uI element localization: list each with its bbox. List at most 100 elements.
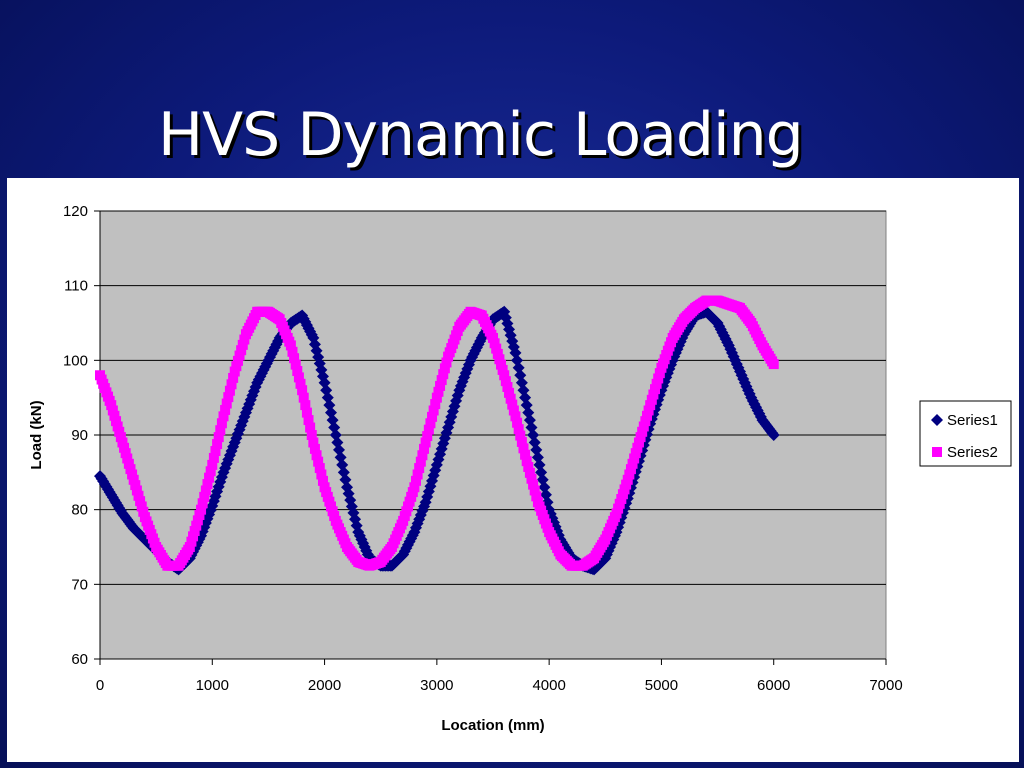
series-2-point bbox=[629, 453, 640, 464]
x-tick-label-2: 2000 bbox=[308, 677, 341, 694]
series-2-point bbox=[630, 448, 641, 459]
series-2-point bbox=[524, 467, 535, 478]
series-2-point bbox=[309, 443, 320, 454]
series-2-point bbox=[305, 422, 316, 433]
series-2-point bbox=[409, 482, 420, 493]
series-2-point bbox=[411, 475, 422, 486]
series-1-point bbox=[320, 384, 333, 397]
series-2-point bbox=[624, 469, 635, 480]
series-2-point bbox=[508, 405, 519, 416]
x-axis-title: Location (mm) bbox=[441, 717, 544, 734]
series-2-point bbox=[298, 392, 309, 403]
series-1-point bbox=[519, 391, 532, 404]
y-tick-label-5: 110 bbox=[64, 278, 88, 295]
series-1-point bbox=[442, 421, 455, 434]
series-2-point bbox=[633, 437, 644, 448]
series-2-point bbox=[528, 479, 539, 490]
series-2-point bbox=[223, 392, 234, 403]
series-2-point bbox=[216, 418, 227, 429]
series-2-point bbox=[635, 432, 646, 443]
series-2-point bbox=[111, 416, 122, 427]
series-2-point bbox=[109, 410, 120, 421]
series-2-point bbox=[122, 453, 133, 464]
series-2-point bbox=[435, 380, 446, 391]
series-2-point bbox=[184, 542, 195, 552]
series-2-point bbox=[433, 386, 444, 397]
series-2-point bbox=[212, 439, 223, 450]
series-2 bbox=[95, 295, 779, 571]
legend: Series1 Series2 bbox=[919, 400, 1012, 467]
y-tick-label-2: 80 bbox=[71, 502, 88, 519]
series-2-point bbox=[136, 501, 147, 512]
series-2-point bbox=[188, 531, 199, 542]
series-markers bbox=[94, 295, 780, 576]
series-2-point bbox=[204, 472, 215, 483]
series-2-point bbox=[131, 485, 142, 496]
series-2-point bbox=[239, 334, 250, 345]
series-2-point bbox=[119, 442, 130, 453]
series-2-point bbox=[314, 463, 325, 474]
series-2-point bbox=[637, 426, 648, 437]
series-2-point bbox=[491, 343, 502, 354]
series-2-point bbox=[496, 359, 507, 370]
legend-label-2: Series2 bbox=[947, 444, 998, 461]
series-2-point bbox=[641, 410, 652, 421]
series-2-point bbox=[622, 474, 633, 485]
x-tick-label-7: 7000 bbox=[869, 677, 902, 694]
series-2-point bbox=[489, 338, 500, 349]
series-2-point bbox=[191, 520, 202, 531]
series-2-point bbox=[502, 382, 513, 392]
series-2-point bbox=[625, 464, 636, 475]
series-2-point bbox=[513, 424, 524, 435]
y-tick-label-1: 70 bbox=[71, 576, 88, 593]
series-2-point bbox=[130, 480, 141, 491]
series-2-point bbox=[306, 430, 317, 440]
series-2-point bbox=[518, 443, 529, 454]
x-tick-label-4: 4000 bbox=[532, 677, 565, 694]
series-2-point bbox=[420, 437, 431, 448]
x-tick-label-0: 0 bbox=[96, 677, 104, 694]
series-2-point bbox=[114, 426, 125, 437]
series-2-point bbox=[123, 458, 134, 469]
series-2-point bbox=[317, 475, 328, 486]
series-2-point bbox=[521, 456, 532, 467]
series-2-point bbox=[189, 526, 200, 536]
series-1-point bbox=[501, 317, 514, 330]
series-2-point bbox=[632, 442, 643, 453]
series-2-point bbox=[308, 437, 319, 448]
series-2-point bbox=[228, 372, 239, 383]
series-2-point bbox=[285, 340, 296, 351]
series-1-point bbox=[767, 429, 780, 441]
series-2-point bbox=[529, 485, 540, 496]
series-1-point bbox=[610, 526, 623, 539]
grid-lines bbox=[100, 210, 886, 585]
series-2-point bbox=[138, 506, 149, 517]
series-2-point bbox=[300, 400, 311, 411]
legend-marker-2 bbox=[932, 447, 942, 457]
series-2-point bbox=[313, 456, 324, 467]
tick-labels: 60 70 80 90 100 110 120 0 1000 2000 3000 4000 5000 60… bbox=[63, 203, 903, 694]
series-2-point bbox=[224, 385, 235, 396]
series-2-point bbox=[436, 375, 447, 386]
series-2-point bbox=[234, 350, 245, 361]
series-2-point bbox=[492, 348, 503, 359]
series-1-point bbox=[499, 311, 512, 324]
legend-label-1: Series1 bbox=[947, 412, 998, 429]
chart-panel: 60 70 80 90 100 110 120 0 1000 2000 3000 4000 5000 60… bbox=[7, 178, 1019, 762]
series-2-point bbox=[627, 458, 638, 469]
series-2-point bbox=[199, 491, 210, 502]
x-tick-label-5: 5000 bbox=[645, 677, 678, 694]
series-2-point bbox=[650, 384, 661, 395]
series-2-point bbox=[297, 385, 308, 396]
series-2-point bbox=[135, 496, 146, 507]
series-2-point bbox=[494, 354, 505, 365]
series-2-point bbox=[303, 415, 314, 426]
series-2-point bbox=[218, 411, 229, 422]
series-2-point bbox=[640, 416, 651, 427]
series-2-point bbox=[232, 355, 243, 366]
series-1-point bbox=[451, 389, 464, 402]
series-2-point bbox=[431, 392, 442, 403]
series-2-point bbox=[295, 378, 306, 389]
series-2-point bbox=[643, 405, 654, 416]
series-1-point bbox=[517, 384, 530, 397]
